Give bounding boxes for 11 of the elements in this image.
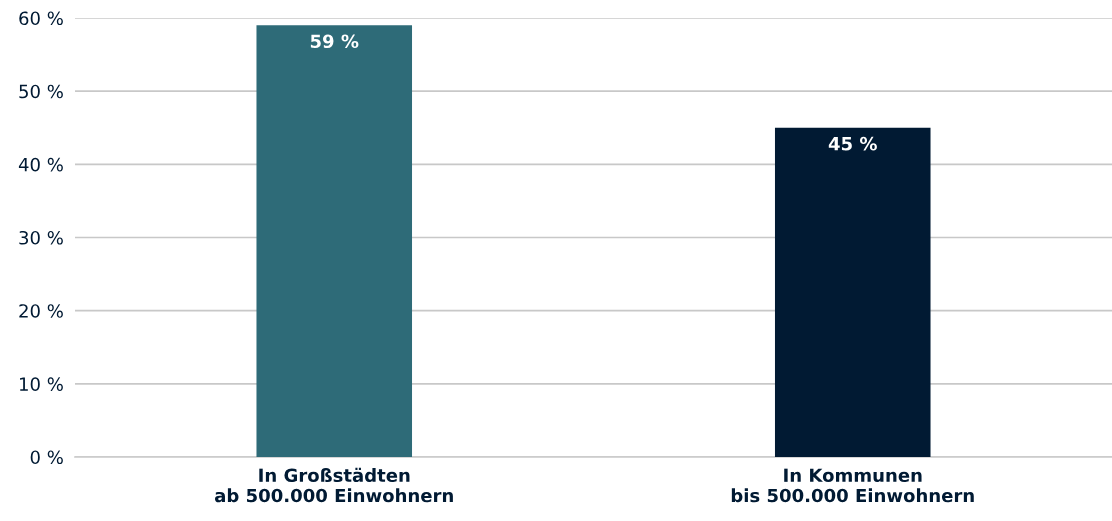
x-tick-label: In Großstädten ab 500.000 Einwohnern	[214, 467, 453, 503]
y-tick-label: 40 %	[18, 157, 63, 172]
y-tick-label: 30 %	[19, 230, 63, 245]
y-tick-label: 10 %	[20, 377, 63, 391]
data-label: 59 %	[310, 34, 359, 49]
y-tick-label: 50 %	[19, 84, 63, 99]
data-label: 45 %	[828, 136, 877, 151]
y-tick-label: 0 %	[30, 450, 63, 465]
x-tick-label: In Kommunen bis 500.000 Einwohnern	[731, 468, 974, 503]
y-tick-label: 60 %	[19, 11, 63, 26]
y-tick-label: 20 %	[19, 304, 63, 318]
